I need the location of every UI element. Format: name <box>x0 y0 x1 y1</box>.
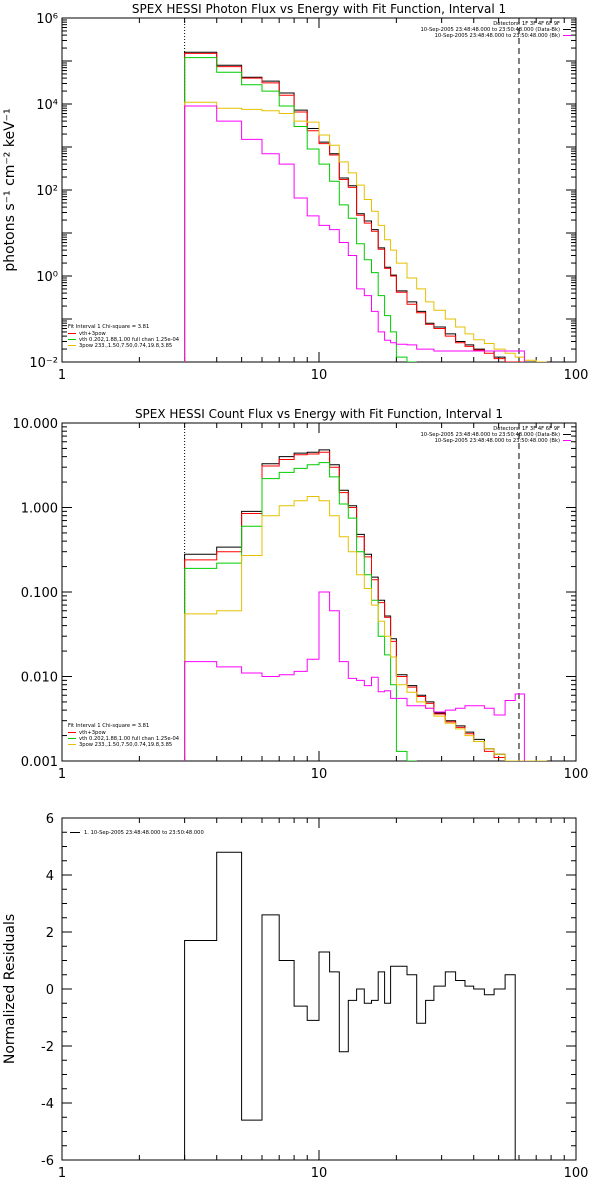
x-tick-label: 10 <box>311 1166 328 1181</box>
y-tick-label: 10⁰ <box>36 270 58 285</box>
legend-entry: 3pow 233.,1.50,7.50,0.74,19.8,3.85 <box>79 742 172 748</box>
legend-entry: 1. 10-Sep-2005 23:48:48.000 to 23:50:48.… <box>84 830 204 836</box>
series-3pow <box>184 101 547 362</box>
x-tick-label: 100 <box>564 767 589 782</box>
x-tick-label: 100 <box>564 368 589 383</box>
y-axis-label: Normalized Residuals <box>2 914 18 1064</box>
chart-title: SPEX HESSI Count Flux vs Energy with Fit… <box>135 407 503 421</box>
series-vth <box>184 57 417 362</box>
y-tick-label: 1.000 <box>21 502 58 517</box>
legend-top-entry: 10-Sep-2005 23:48:48.000 to 23:50:48.000… <box>420 432 560 438</box>
y-tick-label: 4 <box>46 869 54 884</box>
y-tick-label: 2 <box>46 926 54 941</box>
y-tick-label: 10⁴ <box>36 98 58 113</box>
series-bk <box>184 105 525 362</box>
y-tick-label: 10⁻² <box>29 356 58 371</box>
legend-top-entry: Detectors: 1F 3F 4F 6F 9F <box>493 21 560 27</box>
y-tick-label: 10.000 <box>13 417 59 432</box>
y-tick-label: 10² <box>36 184 58 199</box>
legend-top-entry: 10-Sep-2005 23:48:48.000 to 23:50:48.000… <box>420 27 560 33</box>
chart-3: 1 10 100 -6 -4 -2 0 2 4 6 Normalized Residuals 1. 1… <box>2 812 588 1181</box>
legend-entry: vth 0.202,1.88,1.00 full chan 1.25e-04 <box>79 337 180 343</box>
y-tick-label: 10⁶ <box>36 12 58 27</box>
legend-entry: vth+3pow <box>79 331 107 337</box>
y-tick-label: -2 <box>41 1040 54 1055</box>
legend-entry: vth+3pow <box>79 730 107 736</box>
legend-top-entry: Detectors: 1F 3F 4F 6F 9F <box>493 426 560 432</box>
plot-frame <box>61 17 577 363</box>
chart-2: SPEX HESSI Count Flux vs Energy with Fit… <box>13 407 589 782</box>
x-tick-label: 10 <box>311 368 328 383</box>
series-group <box>184 449 547 761</box>
chart-title: SPEX HESSI Photon Flux vs Energy with Fi… <box>132 2 506 16</box>
series-3pow <box>184 496 547 761</box>
y-tick-label: -4 <box>41 1097 54 1112</box>
x-tick-label: 1 <box>58 368 66 383</box>
legend-fit-title: Fit Interval 1 Chi-square = 3.81 <box>68 723 149 729</box>
series-data-bk <box>184 449 525 761</box>
series-group <box>184 51 547 362</box>
chart-1: SPEX HESSI Photon Flux vs Energy with Fi… <box>2 2 588 383</box>
y-tick-label: 0.010 <box>21 671 58 686</box>
series-vth <box>184 462 417 761</box>
legend-entry: 3pow 233.,1.50,7.50,0.74,19.8,3.85 <box>79 343 172 349</box>
series-vth-3pow <box>184 451 525 761</box>
legend-top-entry: 10-Sep-2005 23:48:48.000 to 23:50:48.000… <box>435 438 560 444</box>
series-group <box>184 851 516 1160</box>
x-tick-label: 1 <box>58 1166 66 1181</box>
legend-top-entry: 10-Sep-2005 23:48:48.000 to 23:50:48.000… <box>435 33 560 39</box>
legend-fit-title: Fit Interval 1 Chi-square = 3.81 <box>68 324 149 330</box>
y-tick-label: 6 <box>46 812 54 827</box>
x-tick-label: 100 <box>564 1166 589 1181</box>
series-vth-3pow <box>184 52 525 362</box>
y-tick-label: 0.100 <box>21 586 58 601</box>
y-tick-label: 0.001 <box>21 755 58 770</box>
y-axis-label: photons s⁻¹ cm⁻² keV⁻¹ <box>2 108 18 271</box>
series-residuals <box>184 851 516 1160</box>
x-tick-label: 10 <box>311 767 328 782</box>
y-tick-label: 0 <box>46 983 54 998</box>
y-tick-label: -6 <box>41 1154 54 1169</box>
x-tick-label: 1 <box>58 767 66 782</box>
series-bk <box>184 591 525 761</box>
legend-entry: vth 0.202,1.88,1.00 full chan 1.25e-04 <box>79 736 180 742</box>
series-data-bk <box>184 51 525 362</box>
